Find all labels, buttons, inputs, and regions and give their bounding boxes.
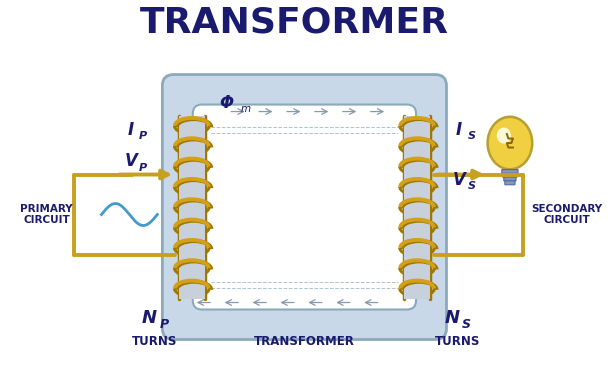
Text: P: P: [139, 162, 147, 173]
FancyBboxPatch shape: [193, 105, 416, 309]
Text: I: I: [456, 121, 462, 139]
Ellipse shape: [497, 128, 511, 144]
Text: V: V: [453, 170, 466, 189]
Text: TURNS: TURNS: [132, 335, 177, 348]
FancyBboxPatch shape: [179, 115, 204, 298]
Text: V: V: [124, 152, 137, 170]
Text: I: I: [128, 121, 134, 139]
FancyBboxPatch shape: [504, 177, 516, 181]
Text: P: P: [139, 131, 147, 141]
Text: P: P: [159, 318, 168, 331]
Text: N: N: [445, 309, 460, 327]
Text: TRANSFORMER: TRANSFORMER: [254, 335, 355, 348]
Text: TRANSFORMER: TRANSFORMER: [140, 5, 449, 39]
Text: S: S: [462, 318, 471, 331]
Text: TURNS: TURNS: [435, 335, 480, 348]
Text: m: m: [241, 104, 251, 113]
FancyBboxPatch shape: [505, 181, 515, 185]
Text: SECONDARY
CIRCUIT: SECONDARY CIRCUIT: [532, 204, 603, 225]
FancyBboxPatch shape: [162, 74, 447, 340]
Text: Φ: Φ: [219, 94, 233, 112]
FancyBboxPatch shape: [503, 173, 517, 177]
FancyBboxPatch shape: [502, 170, 518, 173]
Text: S: S: [468, 181, 476, 191]
Text: S: S: [468, 131, 476, 141]
Text: N: N: [142, 309, 157, 327]
FancyBboxPatch shape: [405, 115, 430, 298]
Ellipse shape: [488, 117, 532, 169]
Text: PRIMARY
CIRCUIT: PRIMARY CIRCUIT: [20, 204, 73, 225]
